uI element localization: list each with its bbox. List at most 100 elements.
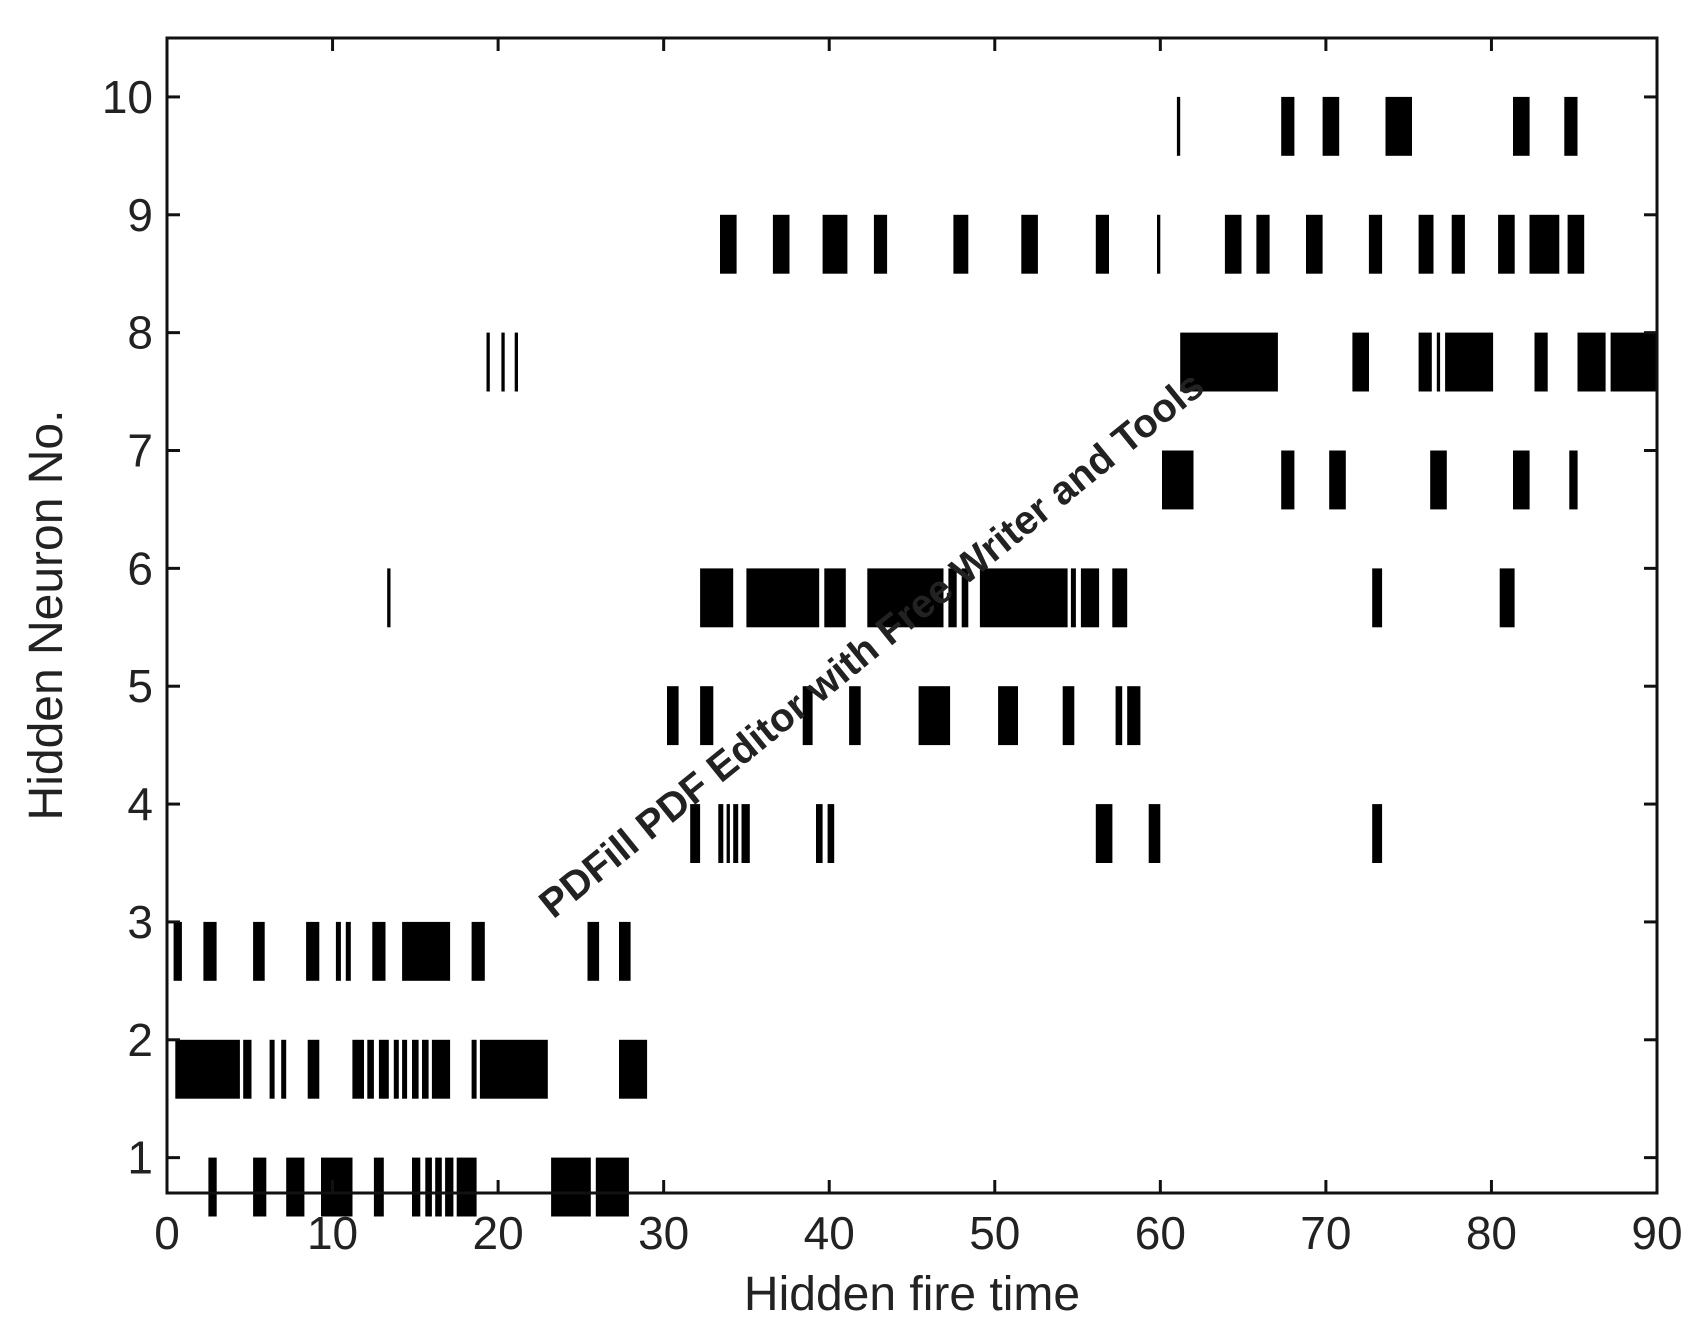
tick-labels-layer: 0 10 20 30 40 50 60 70 80 90 1 2 3 4 5 6 7 8 9 10 [102,71,1683,1259]
spikes-layer [173,96,1657,1217]
spike-mark [1157,214,1161,274]
spike-mark [471,1039,477,1099]
spike-mark [373,1157,384,1217]
spike-mark [772,214,790,274]
y-tick-label: 1 [127,1132,153,1184]
x-tick-label: 70 [1300,1207,1351,1259]
spike-mark [479,1039,548,1099]
x-tick-label: 90 [1631,1207,1682,1259]
x-tick-label: 50 [969,1207,1020,1259]
spike-mark [412,1157,421,1217]
spike-mark [1070,568,1076,628]
y-tick-label: 6 [127,542,153,594]
ticks-layer [165,38,1659,1193]
spike-mark [827,804,835,863]
spike-mark [173,921,182,981]
spike-mark [1256,214,1270,274]
spike-mark [243,1039,252,1099]
spike-mark [1224,214,1242,274]
spike-mark [1062,686,1075,746]
x-tick-label: 60 [1135,1207,1186,1259]
spike-mark [867,568,944,628]
spike-mark [393,1039,399,1099]
spike-mark [1368,214,1383,274]
spike-mark [1322,96,1340,156]
y-axis-label: Hidden Neuron No. [20,410,73,821]
spike-mark [281,1039,287,1099]
spike-mark [412,1039,419,1099]
spike-mark [1564,96,1578,156]
spike-mark [425,1157,432,1217]
spike-mark [619,921,631,981]
spike-mark [1499,568,1515,628]
spike-mark [1176,96,1181,156]
spike-mark [269,1039,275,1099]
spike-mark [501,332,505,392]
spike-mark [367,1039,374,1099]
spike-mark [1430,450,1447,510]
spike-mark [1372,568,1383,628]
spike-mark [402,1039,408,1099]
spike-mark [700,686,714,746]
spike-mark [1080,568,1100,628]
spike-mark [1281,96,1295,156]
spike-mark [1180,332,1278,392]
spike-mark [1567,214,1585,274]
spike-mark [587,921,600,981]
spike-mark [1095,804,1113,863]
spike-mark [514,332,518,392]
spike-mark [816,804,823,863]
spike-mark [948,568,957,628]
y-tick-label: 5 [127,660,153,712]
spike-mark [435,1157,442,1217]
y-tick-label: 3 [127,896,153,948]
spike-mark [720,214,737,274]
x-tick-label: 80 [1466,1207,1517,1259]
y-tick-label: 8 [127,307,153,359]
x-tick-label: 30 [638,1207,689,1259]
spike-mark [1577,332,1606,392]
spike-mark [1569,450,1578,510]
spike-mark [402,921,451,981]
spike-mark [667,686,679,746]
spike-mark [1534,332,1548,392]
spike-mark [1329,450,1346,510]
spike-mark [1162,450,1194,510]
spike-mark [1445,332,1494,392]
spike-mark [203,921,217,981]
y-tick-label: 9 [127,189,153,241]
spike-mark [998,686,1018,746]
x-axis-label: Hidden fire time [744,1268,1080,1321]
spike-mark [286,1157,305,1217]
spike-mark [1418,332,1432,392]
x-tick-label: 0 [154,1207,180,1259]
spike-mark [1306,214,1323,274]
y-tick-label: 7 [127,425,153,477]
spike-mark [1095,214,1109,274]
spike-mark [175,1039,240,1099]
x-tick-label: 10 [307,1207,358,1259]
spike-mark [1352,332,1369,392]
spike-mark [345,921,351,981]
spike-mark [718,804,724,863]
y-tick-label: 4 [127,778,153,830]
spike-mark [253,921,265,981]
spike-mark [822,214,848,274]
spike-mark [1127,686,1141,746]
spike-mark [1529,214,1560,274]
spike-mark [1610,332,1657,392]
spike-mark [1115,686,1123,746]
spike-mark [1148,804,1161,863]
spike-mark [1281,450,1295,510]
spike-mark [1513,450,1530,510]
spike-mark [1021,214,1038,274]
spike-mark [387,568,391,628]
spike-mark [253,1157,267,1217]
spike-mark [208,1157,217,1217]
spike-mark [431,1039,451,1099]
spike-mark [1385,96,1412,156]
spike-mark [741,804,750,863]
spike-mark [802,686,813,746]
spike-mark [1418,214,1434,274]
